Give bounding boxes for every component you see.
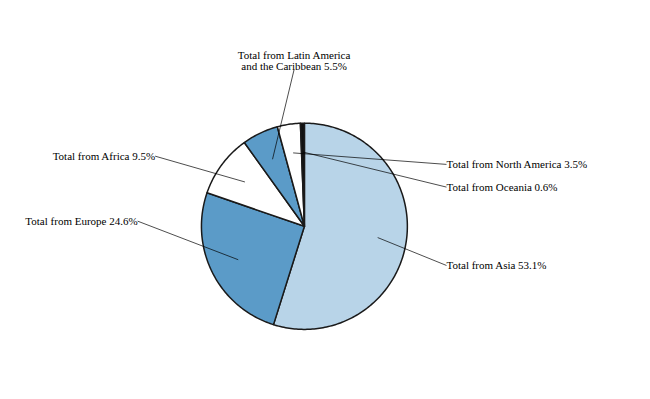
svg-text:Total from Europe 24.6%: Total from Europe 24.6% — [25, 215, 137, 227]
svg-text:Total from Asia 53.1%: Total from Asia 53.1% — [446, 259, 546, 271]
svg-text:Total from Oceania 0.6%: Total from Oceania 0.6% — [446, 181, 557, 193]
svg-text:Total from North America 3.5%: Total from North America 3.5% — [446, 158, 587, 170]
svg-text:Total from Latin Americaand th: Total from Latin Americaand the Caribbea… — [238, 49, 351, 72]
svg-text:Total from Africa 9.5%: Total from Africa 9.5% — [53, 150, 155, 162]
